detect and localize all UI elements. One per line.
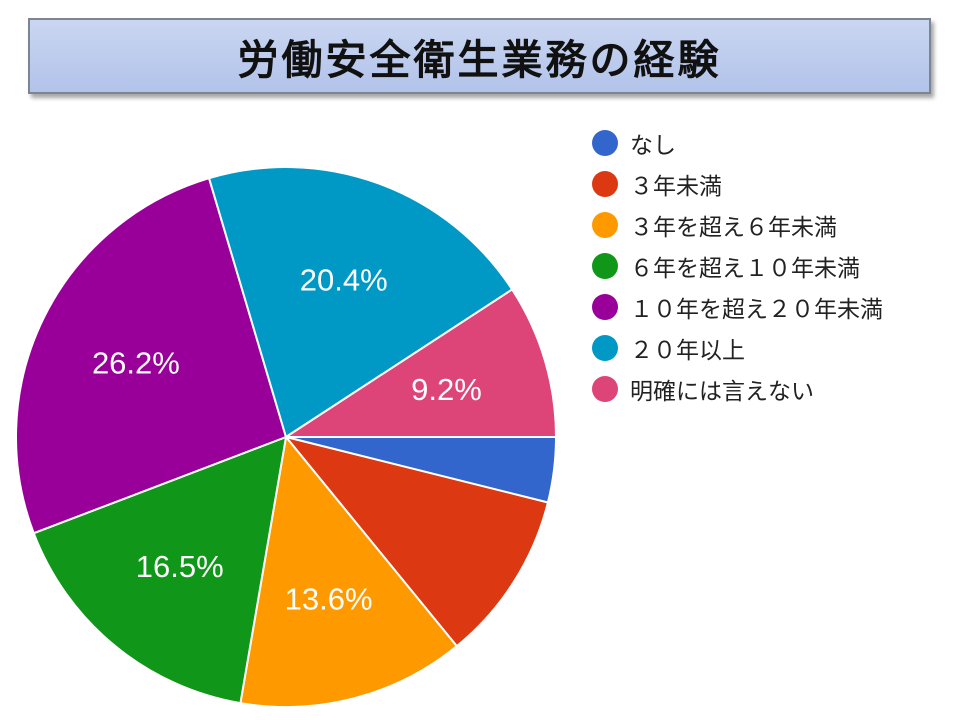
legend-label-3: ６年を超え１０年未満 (630, 255, 860, 282)
slice-data-label-2: 13.6% (285, 581, 373, 616)
legend-label-6: 明確には言えない (630, 378, 814, 405)
legend-label-4: １０年を超え２０年未満 (630, 296, 883, 323)
chart-title: 労働安全衛生業務の経験 (237, 36, 722, 84)
legend-swatch-0 (592, 129, 618, 156)
legend-item-6: 明確には言えない (592, 368, 883, 409)
pie-slice-5 (207, 166, 514, 439)
legend-item-4: １０年を超え２０年未満 (592, 286, 883, 327)
legend-swatch-2 (592, 211, 618, 238)
pie-slice-4 (15, 176, 288, 535)
pie-slice-3 (32, 435, 288, 705)
legend-item-5: ２０年以上 (592, 327, 883, 368)
slice-data-label-4: 26.2% (92, 345, 180, 380)
title-banner: 労働安全衛生業務の経験 (28, 18, 931, 94)
legend-swatch-5 (592, 334, 618, 361)
slice-data-label-5: 20.4% (300, 262, 388, 297)
legend-item-0: なし (592, 122, 883, 163)
pie-slice-2 (239, 434, 459, 708)
legend-swatch-3 (592, 252, 618, 279)
legend-label-5: ２０年以上 (630, 337, 745, 364)
legend-label-0: なし (630, 132, 676, 159)
legend-label-1: ３年未満 (630, 173, 722, 200)
slice-data-label-6: 9.2% (411, 372, 482, 407)
legend-item-2: ３年を超え６年未満 (592, 204, 883, 245)
legend-swatch-4 (592, 293, 618, 320)
pie-slice-1 (283, 435, 550, 648)
legend-label-2: ３年を超え６年未満 (630, 214, 837, 241)
chart-legend: なし ３年未満 ３年を超え６年未満 ６年を超え１０年未満 １０年を超え２０年未満 ２０年以… (592, 122, 883, 409)
legend-swatch-1 (592, 170, 618, 197)
legend-item-1: ３年未満 (592, 163, 883, 204)
legend-swatch-6 (592, 375, 618, 402)
legend-item-3: ６年を超え１０年未満 (592, 245, 883, 286)
pie-slice-6 (282, 288, 558, 438)
slice-data-label-3: 16.5% (136, 549, 224, 584)
